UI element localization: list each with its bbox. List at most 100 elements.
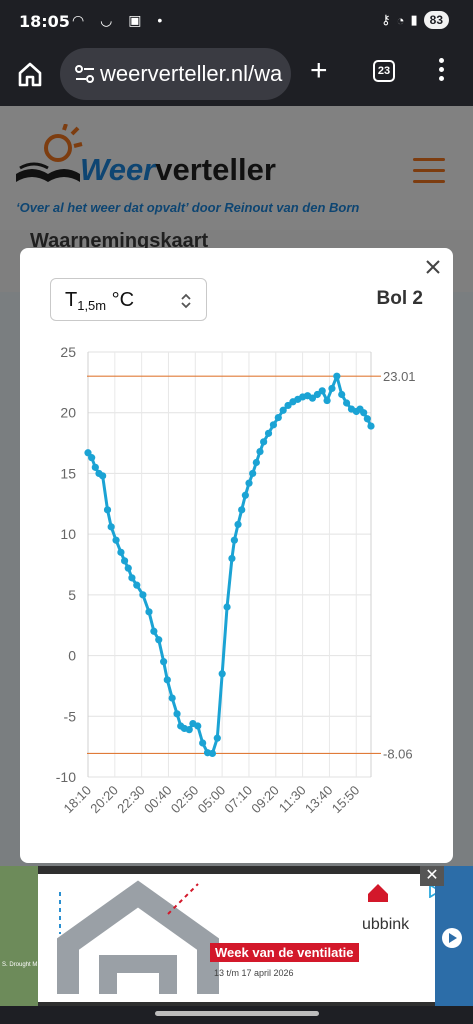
logo-sun-book-icon[interactable] — [14, 124, 84, 194]
series-point — [218, 670, 226, 678]
ad-banner[interactable]: ubbink Week van de ventilatie 13 t/m 17 … — [38, 874, 435, 1002]
y-tick-label: 25 — [60, 344, 76, 360]
x-tick-label: 09:20 — [248, 783, 282, 817]
series-point — [238, 506, 246, 514]
x-tick-label: 15:50 — [329, 783, 363, 817]
y-tick-label: 10 — [60, 526, 76, 542]
station-name: Bol 2 — [376, 288, 423, 309]
x-tick-label: 02:50 — [168, 783, 202, 817]
home-icon[interactable] — [16, 60, 44, 88]
series-point — [173, 710, 181, 718]
more-menu-icon[interactable] — [436, 58, 446, 84]
clock: 18:05 — [19, 12, 70, 31]
y-tick-label: 0 — [68, 648, 76, 664]
series-point — [328, 384, 336, 393]
url-text[interactable]: weerverteller.nl/wa — [100, 61, 283, 86]
temperature-chart: 25 20 15 10 5 0 -5 -1018:1020:2022:3000:4002:50… — [56, 344, 416, 817]
x-tick-label: 00:40 — [141, 783, 175, 817]
series-point — [333, 372, 341, 380]
ad-subline: 13 t/m 17 april 2026 — [214, 968, 294, 978]
x-tick-label: 05:00 — [195, 783, 229, 817]
x-tick-label: 07:10 — [221, 783, 255, 817]
hamburger-menu-icon[interactable] — [413, 158, 445, 184]
site-settings-icon[interactable] — [74, 64, 96, 84]
x-tick-label: 13:40 — [302, 783, 336, 817]
series-point — [168, 694, 176, 702]
series-point — [194, 722, 202, 730]
series-point — [223, 603, 231, 611]
series-point — [234, 520, 242, 529]
series-point — [133, 581, 141, 589]
series-point — [150, 627, 158, 635]
series-point — [363, 415, 371, 423]
series-point — [260, 438, 268, 446]
gesture-nav-handle[interactable] — [155, 1011, 319, 1016]
series-point — [117, 548, 125, 556]
x-tick-label: 20:20 — [87, 783, 121, 817]
adchoices-icon[interactable] — [428, 884, 435, 898]
series-point — [160, 658, 168, 666]
reference-line-label: -8.06 — [383, 746, 413, 761]
variable-select-value: T1,5m °C — [65, 289, 135, 313]
chevron-updown-icon — [181, 293, 191, 309]
browser-toolbar: weerverteller.nl/wa + 23 — [0, 44, 473, 106]
chart-modal: T1,5m °C Bol 2 25 20 15 10 5 0 -5 -10 18:10 20:20… — [20, 248, 453, 863]
series-line — [86, 374, 373, 755]
ad-side-image-right[interactable] — [435, 866, 473, 1006]
ad-side-text: S. Drought M — [2, 962, 38, 968]
notification-icons: ◠ ◡ ▣ • — [72, 12, 169, 28]
wifi-icon: ◔ — [396, 12, 405, 28]
series-point — [245, 479, 253, 487]
x-tick-label: 18:10 — [61, 783, 95, 817]
series-point — [323, 396, 331, 405]
series-point — [252, 458, 260, 467]
ad-close-button[interactable]: ✕ — [420, 866, 444, 886]
series-point — [124, 564, 132, 572]
series-point — [228, 554, 236, 563]
series-point — [279, 406, 287, 414]
series-point — [139, 591, 147, 599]
x-tick-label: 22:30 — [114, 783, 148, 817]
series-point — [256, 447, 264, 456]
series-point — [338, 390, 346, 399]
ad-headline: Week van de ventilatie — [210, 943, 359, 962]
series-point — [241, 491, 249, 499]
series-point — [120, 557, 129, 565]
series-point — [269, 421, 278, 429]
battery-indicator: 83 — [423, 11, 449, 29]
series-point — [367, 422, 375, 430]
site-logo-text[interactable]: Weerverteller — [80, 152, 276, 187]
site-header: Weerverteller ‘Over al het weer dat opva… — [0, 106, 473, 230]
series-point — [199, 739, 207, 747]
series-point — [91, 463, 99, 471]
series-point — [318, 387, 326, 395]
series-point — [360, 409, 368, 417]
series-point — [145, 608, 153, 616]
address-bar[interactable]: weerverteller.nl/wa — [60, 48, 291, 100]
new-tab-icon[interactable]: + — [310, 54, 328, 87]
series-point — [213, 734, 221, 742]
series-point — [343, 399, 351, 407]
status-bar: 18:05 ◠ ◡ ▣ • ⚷ ◔ ▮ 83 — [0, 0, 473, 44]
tabs-icon[interactable]: 23 — [373, 60, 395, 82]
series-point — [128, 574, 136, 582]
series-point — [112, 536, 120, 544]
page-title: Waarnemingskaart — [30, 230, 209, 252]
reference-line-label: 23.01 — [383, 369, 416, 384]
ad-side-image-left[interactable]: S. Drought M — [0, 866, 38, 1006]
ad-brand: ubbink — [362, 916, 410, 933]
series-point — [230, 536, 238, 544]
series-point — [163, 676, 171, 684]
next-arrow-icon[interactable] — [442, 928, 462, 948]
y-tick-label: 15 — [60, 465, 76, 481]
y-tick-label: -5 — [64, 708, 77, 724]
variable-select[interactable]: T1,5m °C — [50, 278, 207, 321]
key-icon: ⚷ — [381, 12, 391, 27]
close-icon[interactable] — [424, 258, 442, 276]
y-tick-label: 20 — [60, 405, 76, 421]
series-point — [264, 429, 273, 437]
series-point — [155, 636, 163, 644]
series-point — [274, 413, 282, 422]
ad-house-graphic — [57, 880, 388, 994]
series-point — [185, 726, 193, 734]
